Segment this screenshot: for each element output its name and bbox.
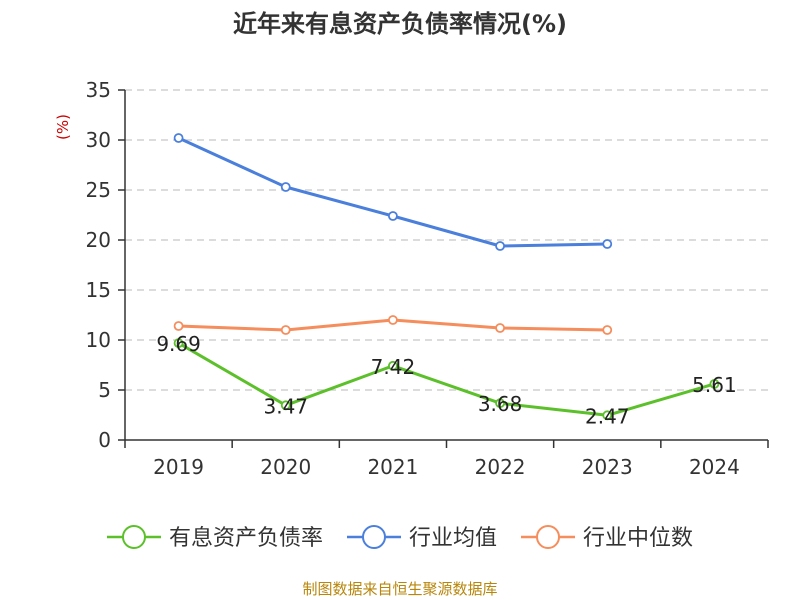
y-tick-label-10: 10 — [86, 328, 111, 352]
legend-marker-2 — [536, 525, 561, 549]
y-tick-labels: 0 5 10 15 20 25 30 35 — [86, 78, 111, 452]
data-label-2022: 3.68 — [478, 392, 523, 416]
legend-marker-0 — [121, 525, 146, 549]
legend-label-2: 行业中位数 — [583, 526, 693, 551]
series-group — [173, 133, 720, 421]
series-0-point-2020 — [280, 400, 291, 411]
series-2-point-2020 — [280, 325, 291, 335]
data-label-2023: 2.47 — [585, 404, 630, 428]
data-label-2024: 5.61 — [692, 373, 737, 397]
x-tick-label-2023: 2023 — [582, 455, 633, 479]
x-tick-label-2019: 2019 — [153, 455, 204, 479]
series-1-point-2021 — [388, 211, 398, 221]
series-0-point-2024 — [709, 378, 720, 389]
y-tick-label-15: 15 — [86, 278, 111, 302]
series-2-point-2021 — [388, 315, 398, 325]
axes — [118, 89, 769, 448]
series-0-point-2021 — [388, 360, 398, 371]
series-0-point-2023 — [602, 410, 613, 421]
legend-marker-1 — [361, 525, 386, 549]
series-2 — [173, 315, 613, 335]
y-tick-label-25: 25 — [86, 178, 111, 202]
data-label-2019: 9.69 — [156, 332, 201, 356]
x-tick-label-2020: 2020 — [260, 455, 311, 479]
y-tick-label-30: 30 — [86, 128, 111, 152]
series-1-point-2023 — [602, 239, 613, 249]
legend-label-1: 行业均值 — [409, 526, 497, 551]
series-line-0 — [177, 341, 715, 417]
x-tick-label-2021: 2021 — [367, 455, 418, 479]
series-0-point-2019 — [173, 338, 184, 349]
data-labels: 9.69 3.47 7.42 3.68 2.47 5.61 — [156, 332, 736, 428]
series-1-point-2019 — [173, 133, 184, 143]
series-0-point-2022 — [495, 398, 505, 409]
x-tick-labels: 2019 2020 2021 2022 2023 2024 — [153, 455, 740, 479]
x-tick-label-2022: 2022 — [475, 455, 526, 479]
y-tick-label-35: 35 — [86, 78, 111, 102]
source-note: 制图数据来自恒生聚源数据库 — [302, 580, 497, 598]
y-tick-label-0: 0 — [98, 428, 111, 452]
chart-title: 近年来有息资产负债率情况(%) — [233, 10, 567, 38]
y-tick-label-5: 5 — [98, 378, 111, 402]
x-tick-label-2024: 2024 — [689, 455, 740, 479]
series-0 — [173, 338, 720, 421]
grid-lines — [125, 89, 768, 391]
legend-label-0: 有息资产负债率 — [169, 526, 323, 551]
series-line-1 — [177, 136, 608, 248]
series-1 — [173, 133, 613, 251]
data-label-2021: 7.42 — [371, 355, 416, 379]
data-label-2020: 3.47 — [263, 394, 308, 418]
series-1-point-2020 — [280, 182, 291, 192]
legend: 有息资产负债率 行业均值 行业中位数 — [106, 525, 693, 551]
y-axis-label: (%) — [54, 114, 72, 140]
series-2-point-2022 — [495, 323, 505, 333]
series-1-point-2022 — [495, 241, 505, 251]
y-tick-label-20: 20 — [86, 228, 111, 252]
series-2-point-2019 — [173, 321, 184, 331]
series-2-point-2023 — [602, 325, 613, 335]
